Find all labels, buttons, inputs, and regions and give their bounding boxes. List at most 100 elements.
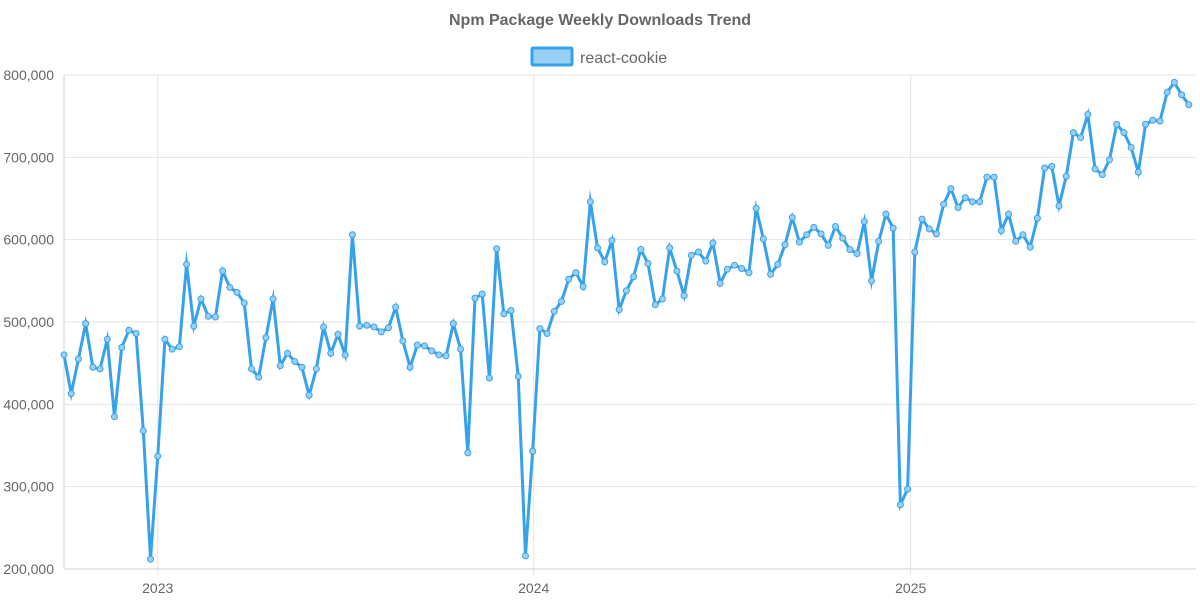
data-point[interactable]: 2023-12-03: 510000 [500,310,508,318]
data-point[interactable]: 2023-02-05: 495000 [190,322,198,330]
data-point[interactable]: 2025-03-09: 646000 [976,198,984,206]
data-point[interactable]: 2023-01-29: 570000 [183,260,191,268]
data-point[interactable]: 2023-01-15: 467000 [168,345,176,353]
data-point[interactable]: 2022-10-30: 445000 [89,363,97,371]
data-point[interactable]: 2023-10-01: 460000 [435,351,443,359]
data-point[interactable]: 2025-09-14: 791000 [1170,78,1178,86]
data-point[interactable]: 2024-08-18: 558000 [767,270,775,278]
data-point[interactable]: 2023-08-27: 477000 [399,337,407,345]
data-point[interactable]: 2024-10-13: 593000 [824,241,832,249]
data-point[interactable]: 2024-09-01: 594000 [781,241,789,249]
data-point[interactable]: 2024-02-11: 560000 [572,269,580,277]
data-point[interactable]: 2025-03-30: 611000 [997,227,1005,235]
data-point[interactable]: 2024-03-03: 590000 [594,244,602,252]
legend[interactable]: react-cookie [530,46,667,67]
data-point[interactable]: 2024-02-04: 552000 [565,275,573,283]
data-point[interactable]: 2023-04-30: 447000 [276,362,284,370]
data-point[interactable]: 2025-08-10: 682000 [1134,168,1142,176]
data-point[interactable]: 2025-04-27: 591000 [1026,243,1034,251]
data-point[interactable]: 2024-11-24: 550000 [868,277,876,285]
data-point[interactable]: 2023-07-09: 606000 [348,231,356,239]
legend-swatch[interactable] [530,46,574,67]
data-point[interactable]: 2023-05-21: 445000 [298,363,306,371]
data-point[interactable]: 2025-08-24: 745000 [1149,116,1157,124]
data-point[interactable]: 2023-04-09: 433000 [255,373,263,381]
data-point[interactable]: 2024-04-28: 521000 [651,301,659,309]
data-point[interactable]: 2025-04-06: 631000 [1005,210,1013,218]
data-point[interactable]: 2024-10-20: 616000 [831,222,839,230]
data-point[interactable]: 2025-03-23: 676000 [990,173,998,181]
data-point[interactable]: 2025-07-06: 679000 [1098,171,1106,179]
data-point[interactable]: 2024-09-08: 627000 [788,213,796,221]
data-point[interactable]: 2025-01-12: 625000 [918,215,926,223]
data-point[interactable]: 2024-02-25: 646000 [586,198,594,206]
data-point[interactable]: 2023-09-24: 465000 [428,347,436,355]
data-point[interactable]: 2025-05-11: 687000 [1041,164,1049,172]
data-point[interactable]: 2024-06-09: 585000 [695,248,702,256]
data-point[interactable]: 2025-02-23: 651000 [961,194,969,202]
data-point[interactable]: 2023-03-26: 523000 [240,299,248,307]
data-point[interactable]: 2024-04-07: 555000 [630,273,638,281]
data-point[interactable]: 2025-07-20: 740000 [1113,120,1121,128]
data-point[interactable]: 2023-06-11: 494000 [320,323,328,331]
data-point[interactable]: 2023-05-14: 452000 [291,358,299,366]
data-point[interactable]: 2023-08-13: 493000 [384,324,392,332]
data-point[interactable]: 2022-12-25: 212000 [147,555,155,563]
data-point[interactable]: 2024-08-11: 601000 [759,235,767,243]
data-point[interactable]: 2024-05-26: 532000 [680,292,688,300]
data-point[interactable]: 2025-06-15: 724000 [1077,134,1085,142]
data-point[interactable]: 2022-12-04: 490000 [125,326,133,334]
data-point[interactable]: 2025-09-28: 764000 [1185,101,1193,109]
data-point[interactable]: 2022-10-02: 460000 [60,351,68,359]
data-point[interactable]: 2023-11-26: 589000 [493,245,501,253]
data-point[interactable]: 2025-02-02: 643000 [940,200,948,208]
data-point[interactable]: 2023-12-10: 514000 [507,306,515,314]
data-point[interactable]: 2023-07-23: 496000 [363,321,371,329]
data-point[interactable]: 2024-04-21: 571000 [644,260,652,268]
data-point[interactable]: 2023-12-31: 343000 [529,447,537,455]
data-point[interactable]: 2024-07-21: 565000 [738,264,746,272]
data-point[interactable]: 2024-03-24: 515000 [615,306,623,314]
data-point[interactable]: 2022-10-09: 413000 [67,390,75,398]
data-point[interactable]: 2025-08-17: 740000 [1142,120,1150,128]
data-point[interactable]: 2024-12-22: 278000 [896,501,904,509]
data-point[interactable]: 2024-06-02: 581000 [687,251,695,259]
data-point[interactable]: 2025-06-01: 677000 [1062,172,1070,180]
data-point[interactable]: 2023-01-22: 470000 [175,343,183,351]
data-point[interactable]: 2024-07-28: 560000 [745,269,753,277]
data-point[interactable]: 2024-11-03: 588000 [846,246,854,254]
data-point[interactable]: 2022-11-27: 469000 [118,344,126,352]
data-point[interactable]: 2024-12-08: 631000 [882,210,890,218]
data-point[interactable]: 2024-07-14: 569000 [731,261,739,269]
data-point[interactable]: 2024-02-18: 543000 [579,283,587,291]
data-point[interactable]: 2022-11-13: 479000 [103,335,111,343]
data-point[interactable]: 2023-10-15: 498000 [449,320,457,328]
data-point[interactable]: 2022-10-23: 498000 [82,320,90,328]
data-point[interactable]: 2024-01-28: 525000 [558,297,565,305]
data-point[interactable]: 2025-01-26: 607000 [932,230,940,238]
data-point[interactable]: 2024-06-16: 574000 [702,257,710,265]
data-point[interactable]: 2023-03-19: 536000 [233,288,241,296]
data-point[interactable]: 2022-11-06: 443000 [96,365,104,373]
data-point[interactable]: 2024-05-12: 590000 [666,244,674,252]
data-point[interactable]: 2024-12-01: 598000 [875,237,883,245]
data-point[interactable]: 2023-06-25: 485000 [334,330,342,338]
data-point[interactable]: 2023-06-18: 462000 [327,349,335,357]
data-point[interactable]: 2023-08-20: 518000 [392,303,400,311]
data-point[interactable]: 2023-09-17: 471000 [421,342,429,350]
data-point[interactable]: 2023-02-12: 528000 [197,295,205,303]
data-point[interactable]: 2023-03-12: 542000 [226,283,234,291]
data-point[interactable]: 2023-11-05: 529000 [471,294,479,302]
data-point[interactable]: 2025-09-21: 776000 [1178,91,1186,99]
data-point[interactable]: 2024-09-29: 615000 [810,223,818,231]
data-point[interactable]: 2023-01-01: 337000 [154,452,162,460]
data-point[interactable]: 2025-02-16: 639000 [954,204,962,212]
data-point[interactable]: 2025-04-13: 598000 [1012,237,1020,245]
data-point[interactable]: 2024-05-19: 562000 [673,267,681,275]
data-point[interactable]: 2022-12-11: 486000 [132,330,140,338]
data-point[interactable]: 2022-10-16: 455000 [74,355,82,363]
data-point[interactable]: 2025-01-05: 585000 [911,248,919,256]
data-point[interactable]: 2023-05-07: 462000 [284,349,292,357]
data-point[interactable]: 2024-10-27: 602000 [839,234,847,242]
data-point[interactable]: 2024-12-15: 614000 [889,224,897,232]
